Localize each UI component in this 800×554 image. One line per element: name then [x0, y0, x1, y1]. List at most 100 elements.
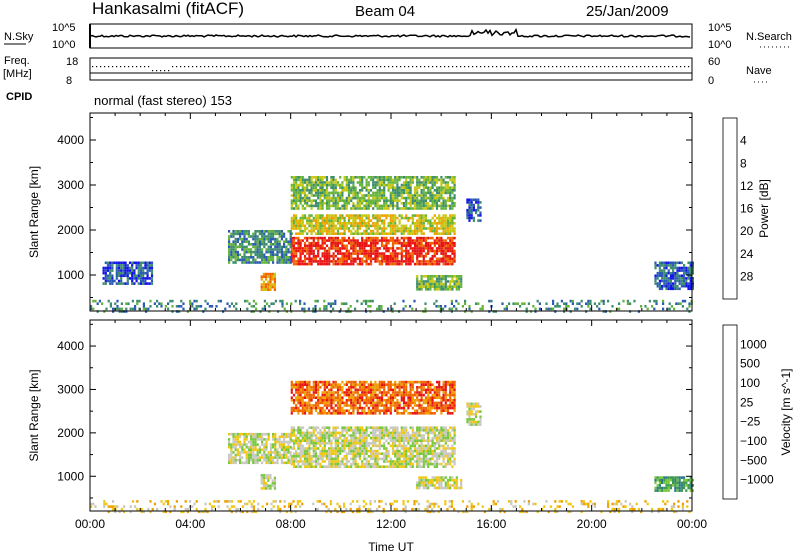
range-cell [435, 288, 439, 291]
range-cell [691, 271, 694, 275]
range-cell [416, 229, 419, 233]
range-cell [416, 431, 419, 435]
range-cell [341, 447, 344, 450]
range-cell [328, 229, 331, 233]
range-cell [297, 199, 300, 202]
range-cell [301, 199, 304, 202]
range-cell [369, 426, 373, 429]
range-cell [280, 253, 283, 256]
range-cell [317, 214, 320, 217]
range-cell [451, 429, 454, 432]
range-cell [301, 462, 304, 466]
range-cell [385, 465, 388, 468]
range-cell [336, 439, 340, 442]
range-cell [560, 299, 563, 303]
range-cell [290, 386, 293, 389]
nave-dot [280, 66, 282, 68]
range-cell [376, 224, 379, 228]
range-cell [607, 299, 610, 303]
range-cell [262, 288, 265, 291]
range-cell [347, 194, 351, 197]
range-cell [453, 204, 456, 208]
range-cell [440, 282, 443, 286]
range-cell [689, 261, 692, 265]
range-cell [285, 237, 288, 241]
range-cell [420, 196, 423, 200]
range-cell [334, 199, 337, 202]
range-cell [435, 436, 439, 440]
range-cell [418, 431, 421, 435]
range-cell [228, 445, 231, 449]
range-cell [290, 183, 293, 187]
range-cell [391, 436, 395, 440]
range-cell [354, 455, 357, 458]
range-cell [339, 183, 342, 187]
range-cell [424, 455, 428, 458]
range-cell [347, 412, 351, 415]
range-cell [440, 431, 443, 435]
range-cell [420, 239, 423, 242]
range-cell [374, 232, 377, 235]
nave-dot [272, 66, 274, 68]
range-cell [451, 214, 454, 217]
range-cell [330, 447, 333, 450]
range-cell [142, 269, 145, 272]
range-cell [321, 436, 324, 440]
range-cell [321, 178, 324, 182]
range-cell [402, 244, 406, 248]
range-cell [136, 302, 139, 305]
range-cell [354, 224, 357, 228]
range-cell [114, 302, 117, 305]
range-cell [325, 183, 329, 187]
range-cell [400, 186, 403, 189]
range-cell [321, 431, 324, 435]
range-cell [589, 302, 592, 305]
range-cell [409, 229, 412, 233]
range-cell [622, 299, 625, 303]
range-cell [387, 442, 390, 445]
range-cell [367, 252, 370, 255]
range-cell [422, 204, 425, 208]
range-cell [665, 282, 668, 285]
range-cell [245, 432, 248, 436]
range-cell [444, 202, 447, 205]
range-cell [283, 448, 286, 452]
range-cell [380, 241, 384, 245]
range-cell [453, 194, 456, 197]
range-cell [314, 457, 318, 461]
range-cell [247, 432, 250, 436]
range-cell [453, 229, 456, 233]
range-cell [405, 191, 408, 195]
range-cell [256, 245, 259, 249]
range-cell [358, 380, 362, 384]
range-cell [376, 194, 379, 197]
range-cell [319, 196, 322, 200]
range-cell [328, 202, 331, 205]
range-cell [361, 399, 364, 402]
range-cell [236, 256, 239, 259]
range-cell [424, 183, 428, 187]
range-cell [429, 426, 432, 429]
range-cell [358, 406, 362, 410]
range-cell [429, 444, 432, 448]
range-cell [336, 383, 340, 386]
range-cell [245, 256, 248, 259]
range-cell [314, 439, 318, 442]
range-cell [258, 248, 261, 251]
range-cell [252, 305, 255, 308]
range-cell [512, 302, 515, 305]
range-cell [411, 426, 414, 429]
range-cell [391, 186, 395, 189]
range-cell [422, 452, 425, 455]
range-cell [131, 266, 134, 270]
range-cell [378, 457, 381, 461]
range-cell [372, 229, 375, 233]
range-cell [416, 282, 419, 286]
nave-dot [624, 66, 626, 68]
range-cell [405, 249, 408, 253]
range-cell [468, 201, 471, 204]
range-cell [295, 249, 298, 253]
range-cell [230, 443, 233, 446]
range-cell [292, 222, 296, 225]
range-cell [385, 254, 388, 258]
